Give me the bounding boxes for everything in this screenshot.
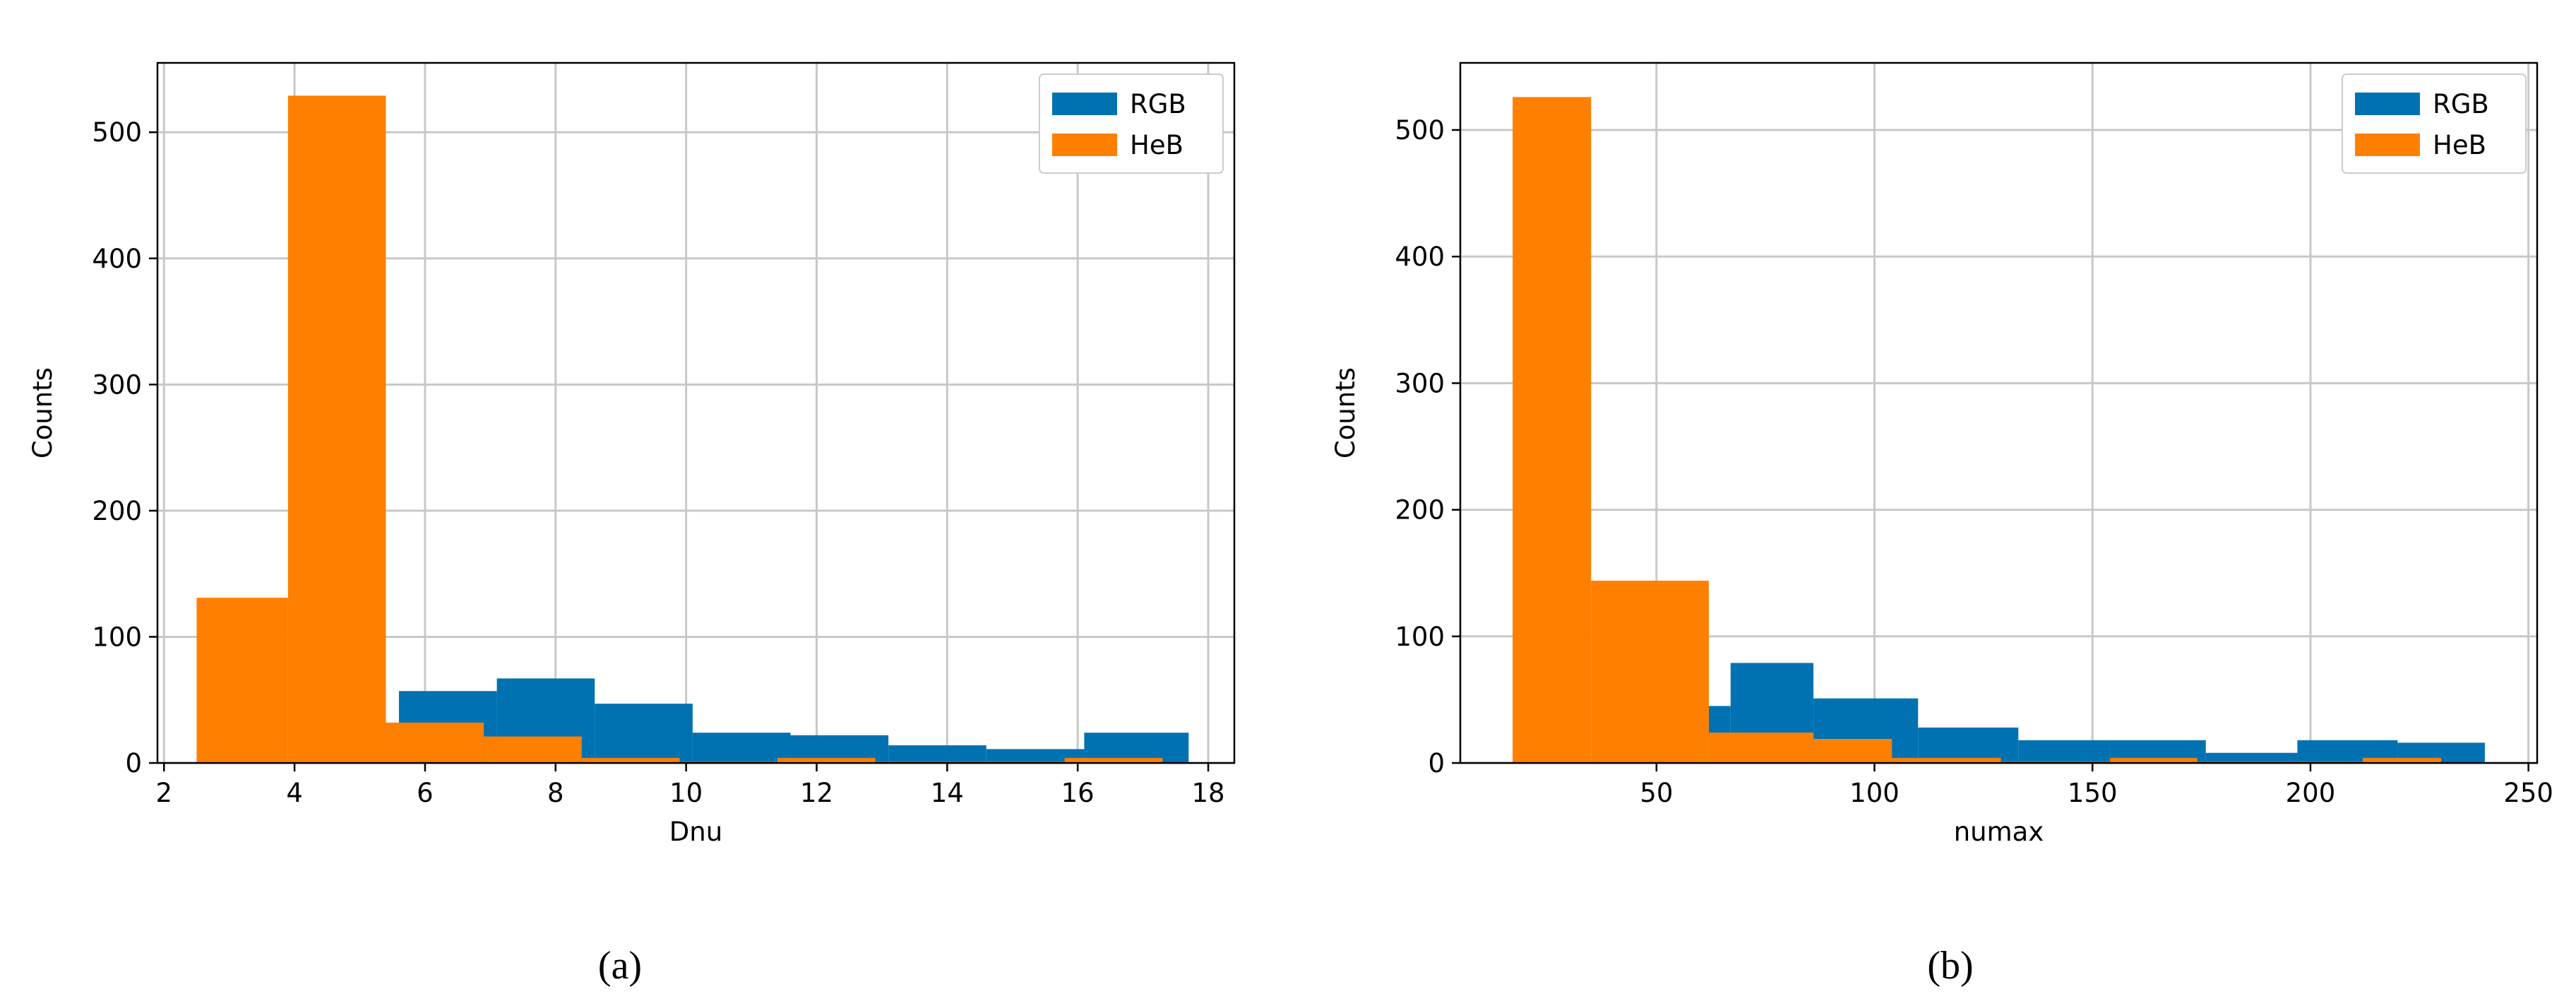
bar-rgb	[595, 704, 693, 763]
bar-rgb	[986, 749, 1085, 763]
x-tick-label: 100	[1849, 778, 1900, 808]
legend: RGB HeB	[2342, 73, 2527, 174]
series-heb	[196, 95, 1163, 763]
x-tick-label: 250	[2503, 778, 2553, 808]
x-tick-label: 12	[800, 778, 833, 808]
y-tick-label: 0	[125, 748, 142, 779]
bar-heb	[2363, 757, 2442, 763]
bar-heb	[581, 757, 680, 763]
x-tick-label: 18	[1191, 778, 1224, 808]
bar-heb	[287, 95, 386, 763]
legend-label-rgb: RGB	[1130, 89, 1186, 119]
legend-swatch-rgb	[1052, 93, 1117, 115]
y-tick-label: 500	[1395, 115, 1445, 146]
bar-rgb	[888, 745, 986, 763]
y-tick-label: 100	[92, 622, 142, 652]
bar-heb	[1892, 757, 2001, 763]
legend-label-rgb: RGB	[2433, 89, 2489, 119]
x-tick-label: 14	[931, 778, 964, 808]
x-tick-label: 200	[2286, 778, 2336, 808]
panel-caption: (b)	[1927, 944, 1973, 988]
x-tick-label: 150	[2068, 778, 2118, 808]
panel-caption: (a)	[598, 944, 642, 988]
x-tick-label: 4	[286, 778, 303, 808]
axes-frame	[156, 61, 1236, 764]
legend-swatch-heb	[2355, 134, 2420, 156]
bar-rgb	[1918, 727, 2019, 763]
y-tick-label: 200	[1395, 495, 1445, 526]
bar-heb	[777, 757, 876, 763]
legend-swatch-heb	[1052, 134, 1117, 156]
x-tick-label: 10	[669, 778, 703, 808]
y-tick-label: 100	[1395, 622, 1445, 652]
y-tick-label: 300	[1395, 368, 1445, 398]
legend-swatch-rgb	[2355, 93, 2420, 115]
legend-label-heb: HeB	[1130, 130, 1183, 160]
y-tick-label: 300	[92, 369, 142, 400]
axes-frame	[1459, 61, 2539, 764]
series-heb	[1513, 97, 2442, 763]
bar-heb	[2109, 757, 2198, 763]
x-tick-label: 50	[1640, 778, 1673, 808]
y-tick-label: 400	[1395, 242, 1445, 272]
bar-rgb	[692, 733, 791, 763]
y-tick-label: 400	[92, 244, 142, 274]
bar-heb	[1513, 97, 1592, 763]
y-tick-label: 0	[1428, 748, 1445, 779]
legend: RGB HeB	[1039, 73, 1224, 174]
bar-heb	[484, 736, 582, 763]
bar-rgb	[2205, 752, 2298, 763]
y-tick-label: 500	[92, 117, 142, 148]
y-axis-label: Counts	[1330, 367, 1361, 458]
bar-heb	[1813, 738, 1892, 763]
legend-label-heb: HeB	[2433, 130, 2486, 160]
x-tick-label: 6	[417, 778, 434, 808]
x-tick-label: 16	[1061, 778, 1095, 808]
bar-heb	[196, 598, 288, 763]
histogram-panel-a: 2 4 6 8 10 12 14 16 18 0 100 200 300 400 500 Dnu Counts R…	[28, 61, 1236, 988]
x-tick-label: 8	[547, 778, 564, 808]
bar-heb	[1064, 757, 1163, 763]
bar-heb	[386, 722, 484, 763]
x-axis-label: Dnu	[669, 817, 722, 847]
bar-heb	[1591, 580, 1709, 763]
y-axis-label: Counts	[28, 367, 58, 458]
bar-rgb	[2018, 740, 2110, 763]
y-tick-label: 200	[92, 496, 142, 526]
histogram-panel-b: 50 100 150 200 250 0 100 200 300 400 500 numax Count…	[1330, 61, 2553, 988]
bar-heb	[1708, 732, 1814, 763]
x-axis-label: numax	[1954, 817, 2044, 847]
x-tick-label: 2	[155, 778, 172, 808]
